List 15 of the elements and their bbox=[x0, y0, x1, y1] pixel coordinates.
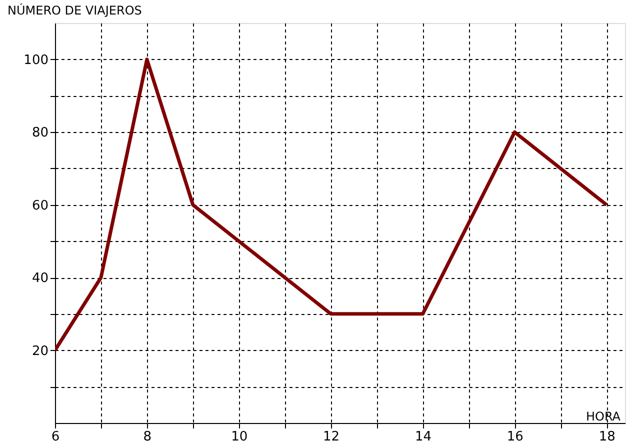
x-tick-label: 10 bbox=[231, 430, 248, 444]
y-tick-label: 60 bbox=[32, 198, 48, 214]
y-axis-title: NÚMERO DE VIAJEROS bbox=[8, 2, 142, 18]
x-tick-label: 18 bbox=[598, 430, 616, 444]
y-tick-label: 100 bbox=[24, 52, 48, 68]
x-tick-label: 12 bbox=[323, 430, 340, 444]
y-tick-label: 80 bbox=[32, 126, 48, 141]
y-tick-label: 40 bbox=[32, 271, 48, 286]
x-tick-label: 16 bbox=[506, 430, 524, 444]
y-tick-label: 20 bbox=[32, 344, 48, 359]
x-tick-label: 14 bbox=[414, 430, 432, 444]
x-tick-label: 6 bbox=[51, 430, 60, 444]
x-tick-label: 8 bbox=[143, 430, 152, 444]
line-series bbox=[55, 58, 608, 352]
x-axis-title: HORA bbox=[586, 410, 622, 424]
